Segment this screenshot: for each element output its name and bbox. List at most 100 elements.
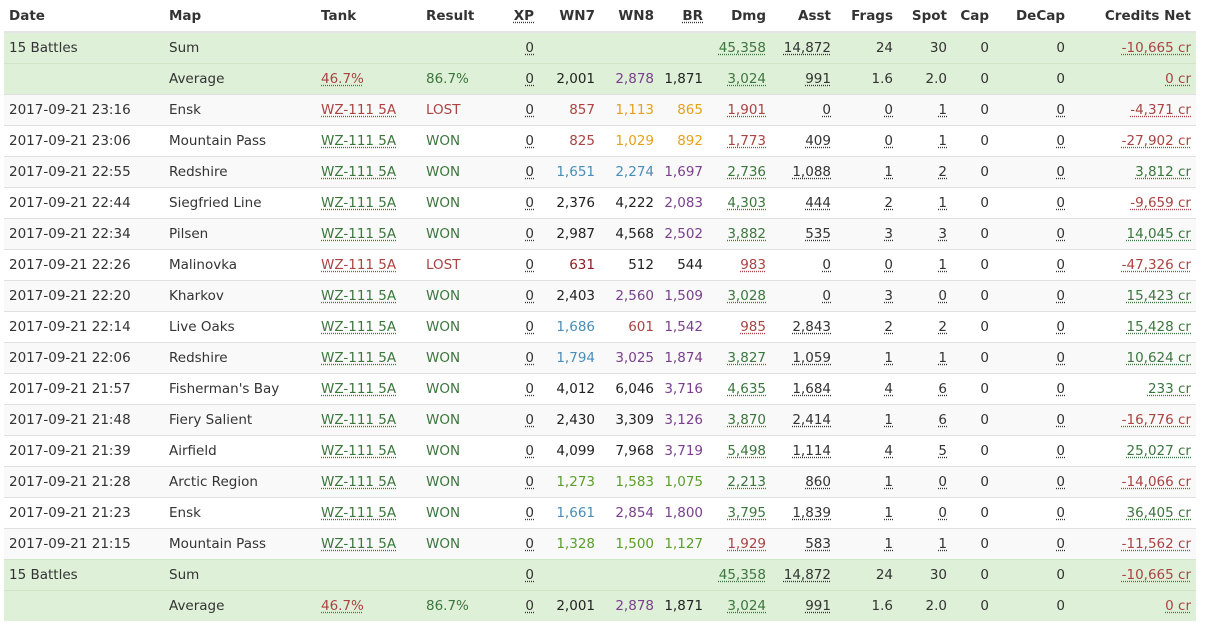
table-row[interactable]: 2017-09-21 22:20 Kharkov WZ-111 5A WON 0 2,40…	[4, 280, 1196, 312]
battle-dmg[interactable]: 4,303	[708, 187, 771, 219]
battle-xp[interactable]: 0	[498, 94, 539, 126]
battle-xp[interactable]: 0	[498, 187, 539, 219]
battle-tank-link[interactable]: WZ-111 5A	[316, 497, 421, 529]
battle-tank-link[interactable]: WZ-111 5A	[316, 156, 421, 188]
battle-frags[interactable]: 1	[836, 342, 898, 374]
battle-asst[interactable]: 0	[771, 94, 836, 126]
battle-credits[interactable]: 3,812 cr	[1070, 156, 1196, 188]
battle-spot[interactable]: 1	[898, 249, 952, 281]
battle-tank-link[interactable]: WZ-111 5A	[316, 466, 421, 498]
battle-decap[interactable]: 0	[994, 528, 1070, 560]
battle-dmg[interactable]: 4,635	[708, 373, 771, 405]
col-spot[interactable]: Spot	[898, 0, 952, 33]
summary-dmg[interactable]: 45,358	[708, 559, 771, 591]
summary-dmg[interactable]: 45,358	[708, 31, 771, 64]
battle-xp[interactable]: 0	[498, 404, 539, 436]
battle-tank-link[interactable]: WZ-111 5A	[316, 404, 421, 436]
average-loss-rate[interactable]: 46.7%	[316, 590, 421, 621]
battle-decap[interactable]: 0	[994, 280, 1070, 312]
battle-credits[interactable]: 36,405 cr	[1070, 497, 1196, 529]
table-row[interactable]: 2017-09-21 21:28 Arctic Region WZ-111 5A WO…	[4, 466, 1196, 498]
battle-spot[interactable]: 0	[898, 280, 952, 312]
battle-xp[interactable]: 0	[498, 280, 539, 312]
battle-decap[interactable]: 0	[994, 404, 1070, 436]
battle-credits[interactable]: 10,624 cr	[1070, 342, 1196, 374]
battle-xp[interactable]: 0	[498, 466, 539, 498]
battle-frags[interactable]: 4	[836, 435, 898, 467]
battle-asst[interactable]: 1,114	[771, 435, 836, 467]
battle-spot[interactable]: 2	[898, 156, 952, 188]
col-date[interactable]: Date	[4, 0, 164, 33]
table-row[interactable]: 2017-09-21 22:26 Malinovka WZ-111 5A LOST 0 6…	[4, 249, 1196, 281]
battle-tank-link[interactable]: WZ-111 5A	[316, 311, 421, 343]
battle-asst[interactable]: 1,059	[771, 342, 836, 374]
battle-tank-link[interactable]: WZ-111 5A	[316, 187, 421, 219]
average-credits[interactable]: 0 cr	[1070, 63, 1196, 95]
table-row[interactable]: 2017-09-21 21:48 Fiery Salient WZ-111 5A WO…	[4, 404, 1196, 436]
battle-asst[interactable]: 444	[771, 187, 836, 219]
col-result[interactable]: Result	[421, 0, 498, 33]
summary-credits[interactable]: -10,665 cr	[1070, 559, 1196, 591]
battle-dmg[interactable]: 985	[708, 311, 771, 343]
table-row[interactable]: 2017-09-21 21:57 Fisherman's Bay WZ-111 5A…	[4, 373, 1196, 405]
battle-decap[interactable]: 0	[994, 435, 1070, 467]
battle-credits[interactable]: -27,902 cr	[1070, 125, 1196, 157]
battle-tank-link[interactable]: WZ-111 5A	[316, 435, 421, 467]
average-xp[interactable]: 0	[498, 590, 539, 621]
battle-tank-link[interactable]: WZ-111 5A	[316, 94, 421, 126]
battle-dmg[interactable]: 983	[708, 249, 771, 281]
summary-xp[interactable]: 0	[498, 31, 539, 64]
battle-credits[interactable]: 15,428 cr	[1070, 311, 1196, 343]
battle-spot[interactable]: 1	[898, 125, 952, 157]
average-dmg[interactable]: 3,024	[708, 63, 771, 95]
battle-tank-link[interactable]: WZ-111 5A	[316, 528, 421, 560]
table-row[interactable]: 2017-09-21 22:55 Redshire WZ-111 5A WON 0 1,6…	[4, 156, 1196, 188]
battle-decap[interactable]: 0	[994, 249, 1070, 281]
battle-dmg[interactable]: 1,901	[708, 94, 771, 126]
col-tank[interactable]: Tank	[316, 0, 421, 33]
battle-decap[interactable]: 0	[994, 497, 1070, 529]
battle-asst[interactable]: 1,684	[771, 373, 836, 405]
battle-frags[interactable]: 4	[836, 373, 898, 405]
battle-tank-link[interactable]: WZ-111 5A	[316, 125, 421, 157]
battle-credits[interactable]: 14,045 cr	[1070, 218, 1196, 250]
battle-spot[interactable]: 6	[898, 404, 952, 436]
battle-decap[interactable]: 0	[994, 373, 1070, 405]
col-xp[interactable]: XP	[498, 0, 539, 33]
battle-tank-link[interactable]: WZ-111 5A	[316, 373, 421, 405]
battle-xp[interactable]: 0	[498, 528, 539, 560]
battle-xp[interactable]: 0	[498, 373, 539, 405]
battle-spot[interactable]: 5	[898, 435, 952, 467]
battle-frags[interactable]: 1	[836, 156, 898, 188]
battle-dmg[interactable]: 3,870	[708, 404, 771, 436]
battle-decap[interactable]: 0	[994, 156, 1070, 188]
table-row[interactable]: 2017-09-21 22:06 Redshire WZ-111 5A WON 0 1,7…	[4, 342, 1196, 374]
battle-spot[interactable]: 1	[898, 342, 952, 374]
battle-dmg[interactable]: 3,795	[708, 497, 771, 529]
col-map[interactable]: Map	[164, 0, 316, 33]
battle-dmg[interactable]: 1,773	[708, 125, 771, 157]
battle-decap[interactable]: 0	[994, 125, 1070, 157]
col-frags[interactable]: Frags	[836, 0, 898, 33]
col-decap[interactable]: DeCap	[994, 0, 1070, 33]
battle-xp[interactable]: 0	[498, 125, 539, 157]
battle-tank-link[interactable]: WZ-111 5A	[316, 342, 421, 374]
average-loss-rate[interactable]: 46.7%	[316, 63, 421, 95]
battle-decap[interactable]: 0	[994, 466, 1070, 498]
battle-credits[interactable]: -47,326 cr	[1070, 249, 1196, 281]
battle-spot[interactable]: 0	[898, 497, 952, 529]
battle-spot[interactable]: 3	[898, 218, 952, 250]
battle-decap[interactable]: 0	[994, 342, 1070, 374]
battle-tank-link[interactable]: WZ-111 5A	[316, 218, 421, 250]
battle-dmg[interactable]: 3,882	[708, 218, 771, 250]
battle-asst[interactable]: 409	[771, 125, 836, 157]
battle-asst[interactable]: 0	[771, 280, 836, 312]
table-row[interactable]: 2017-09-21 23:06 Mountain Pass WZ-111 5A WO…	[4, 125, 1196, 157]
battle-frags[interactable]: 0	[836, 125, 898, 157]
battle-xp[interactable]: 0	[498, 342, 539, 374]
battle-frags[interactable]: 3	[836, 218, 898, 250]
battle-dmg[interactable]: 3,028	[708, 280, 771, 312]
battle-credits[interactable]: 233 cr	[1070, 373, 1196, 405]
battle-credits[interactable]: -16,776 cr	[1070, 404, 1196, 436]
battle-frags[interactable]: 0	[836, 94, 898, 126]
